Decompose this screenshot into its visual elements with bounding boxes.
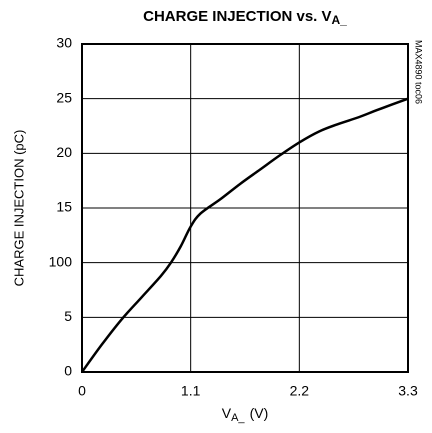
y-tick-label: 0 <box>64 363 72 379</box>
plot-frame <box>81 43 409 373</box>
title-main: CHARGE INJECTION vs. V <box>143 8 331 25</box>
x-label-unit: (V) <box>250 405 269 421</box>
figure-note: MAX4890 toc06 <box>414 40 424 104</box>
x-label-main: V <box>222 405 232 421</box>
x-axis-label: VA_ (V) <box>222 405 268 424</box>
title-subscript: A_ <box>332 13 348 27</box>
x-tick-label: 0 <box>78 383 86 399</box>
y-tick-label: 100 <box>49 253 73 269</box>
y-tick-label: 5 <box>64 308 72 324</box>
x-tick-label: 1.1 <box>181 383 201 399</box>
y-tick-label: 20 <box>56 144 72 160</box>
y-tick-label: 25 <box>56 89 72 105</box>
x-tick-label: 3.3 <box>398 383 418 399</box>
y-tick-label: 15 <box>56 199 72 215</box>
x-tick-label: 2.2 <box>290 383 310 399</box>
y-axis-label: CHARGE INJECTION (pC) <box>11 130 26 287</box>
x-label-sub: A_ <box>231 412 245 424</box>
chart-title: CHARGE INJECTION vs. VA_ <box>143 8 347 27</box>
data-line <box>80 97 409 373</box>
y-tick-label: 30 <box>56 35 72 51</box>
